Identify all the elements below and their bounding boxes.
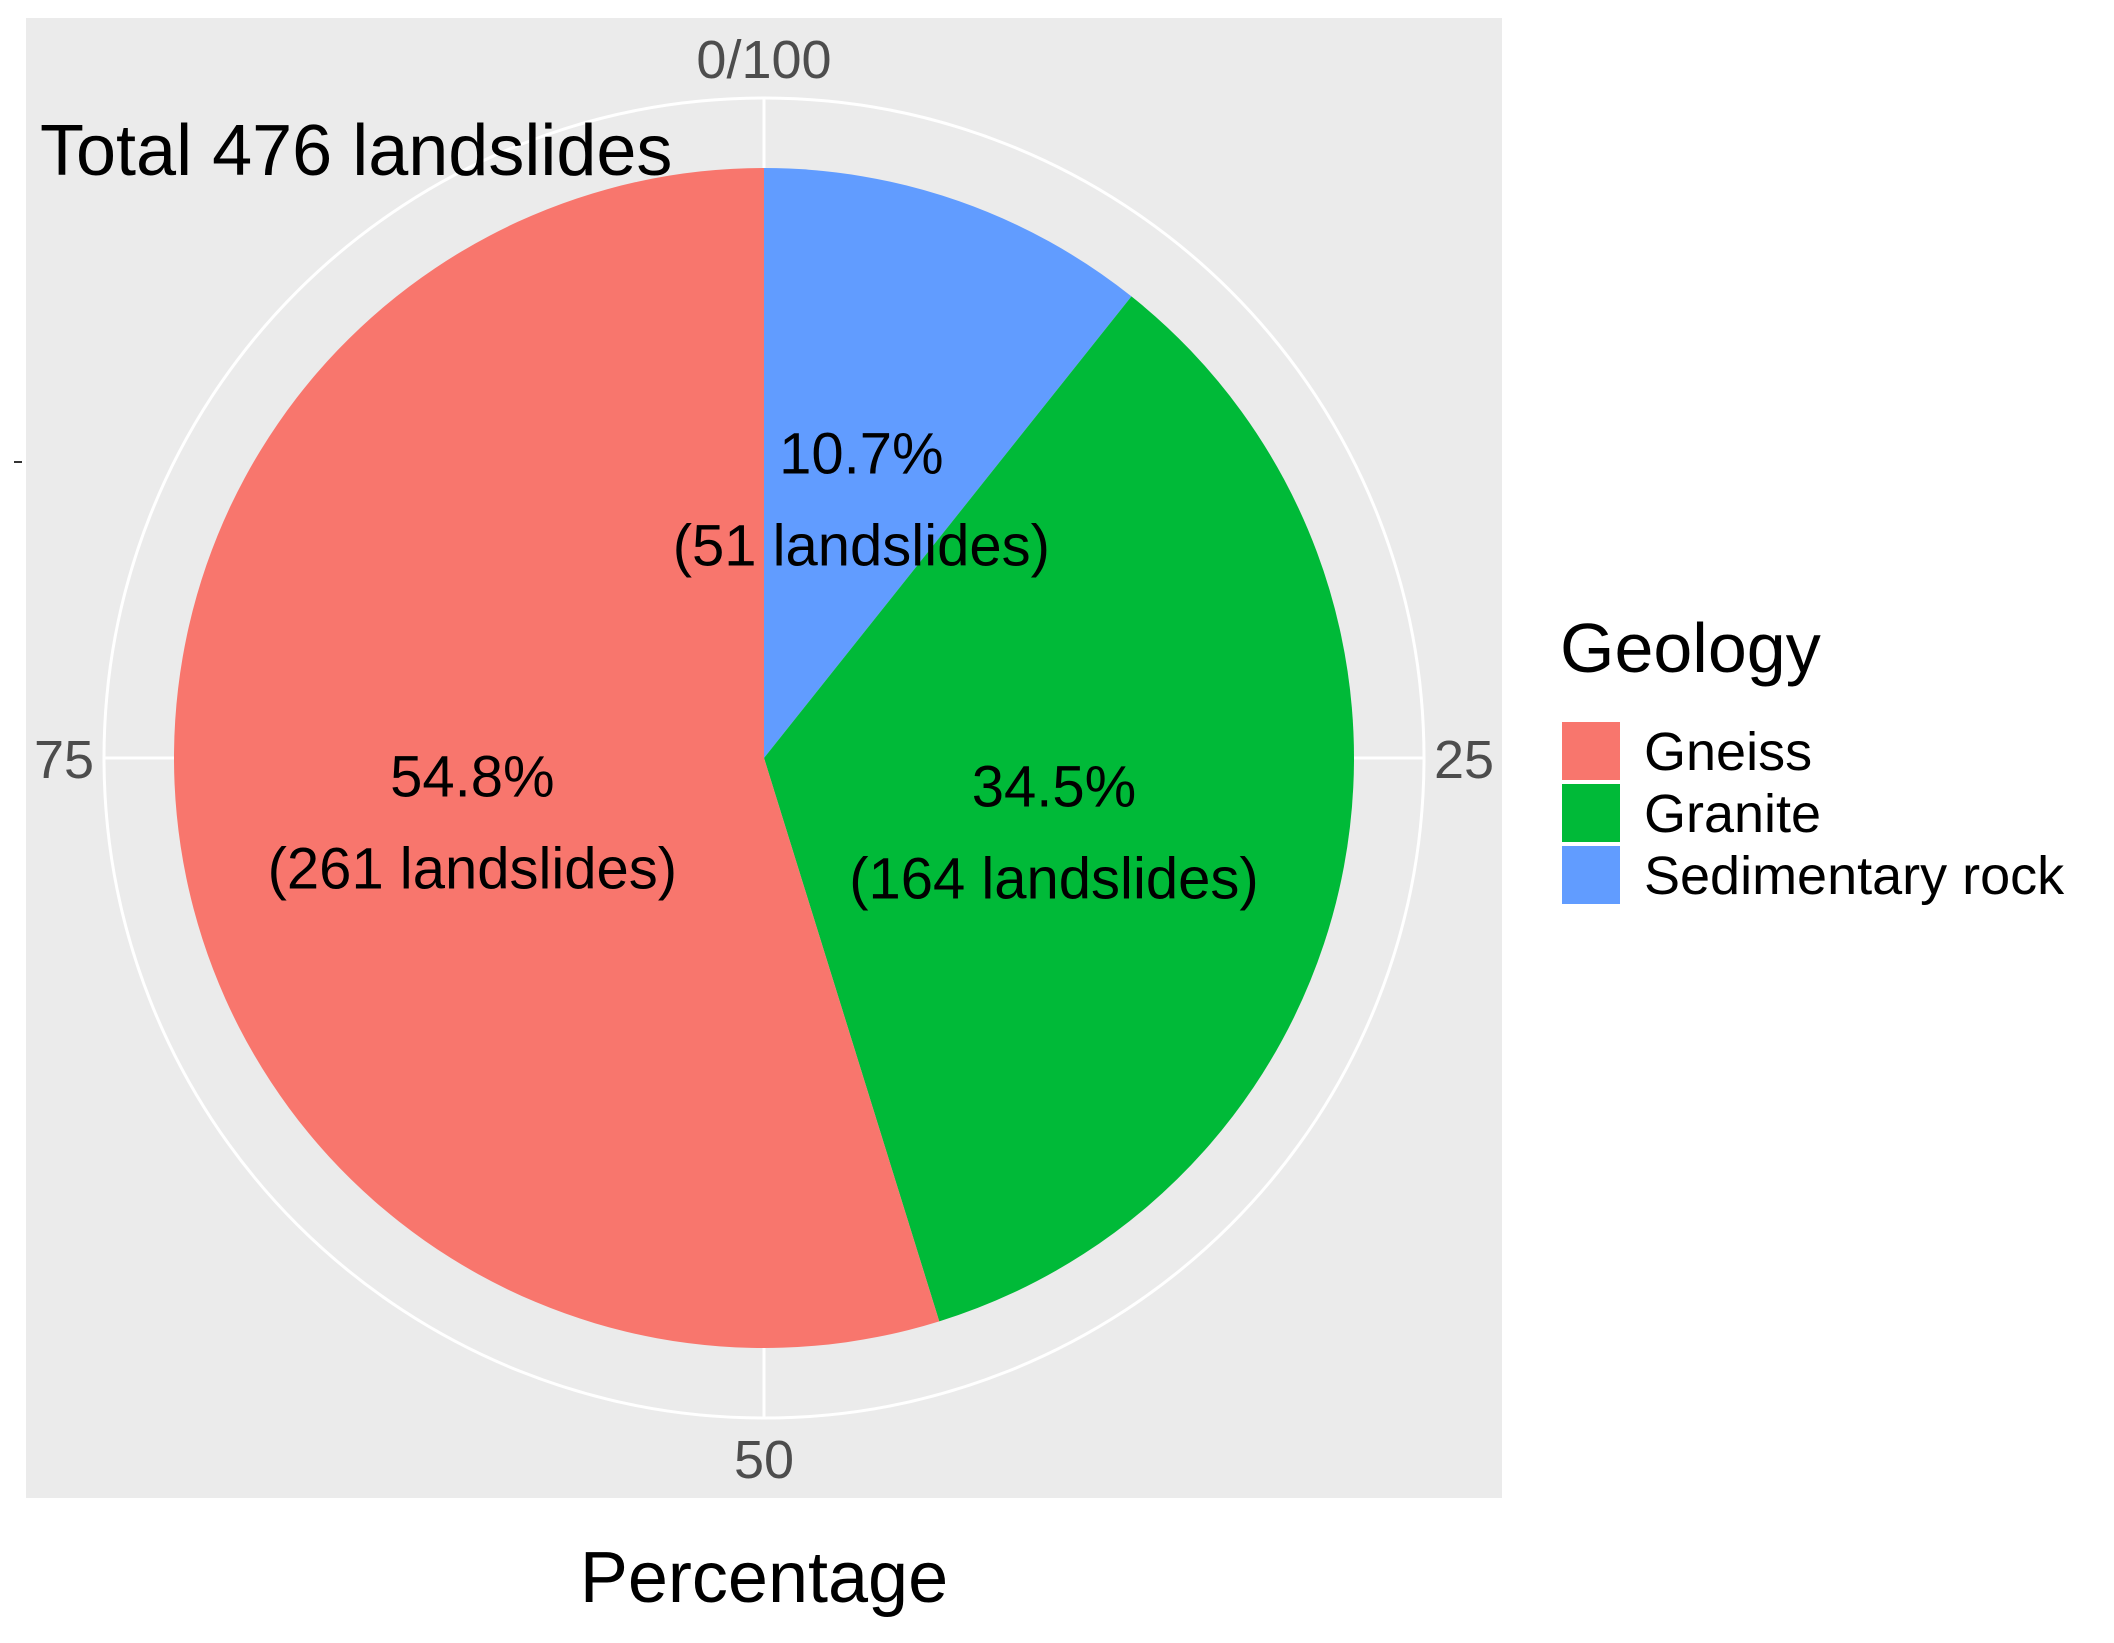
legend-swatch — [1562, 784, 1620, 842]
axis-tick-label: 75 — [34, 730, 94, 790]
legend-label: Gneiss — [1644, 722, 1812, 782]
axis-tick-label: 50 — [734, 1430, 794, 1490]
axis-tick-label: 25 — [1434, 730, 1494, 790]
pie-slice-sedimentary-rock — [764, 168, 1132, 758]
legend-swatch — [1562, 722, 1620, 780]
slice-label-percent: 54.8% — [390, 744, 554, 809]
slice-label-count: (261 landslides) — [268, 836, 677, 901]
legend-label: Granite — [1644, 784, 1821, 844]
legend-label: Sedimentary rock — [1644, 846, 2065, 906]
chart-title: Total 476 landslides — [40, 111, 672, 191]
slice-label-count: (51 landslides) — [673, 514, 1050, 579]
pie-slice-gneiss — [174, 167, 940, 1348]
pie-slice-granite — [764, 296, 1355, 1322]
slice-label-percent: 10.7% — [779, 422, 943, 487]
x-axis-title: Percentage — [580, 1538, 948, 1618]
axis-tick-labels: 0/100 25 50 75 — [34, 30, 1494, 1490]
slice-label-count: (164 landslides) — [849, 846, 1258, 911]
pie-slices — [174, 167, 1355, 1348]
axis-tick-label: 0/100 — [696, 30, 831, 90]
slice-label-percent: 34.5% — [972, 754, 1136, 819]
slice-labels: 10.7% (51 landslides) 34.5% (164 landslides… — [268, 422, 1259, 912]
legend-swatch — [1562, 846, 1620, 904]
legend-title: Geology — [1560, 609, 1821, 687]
